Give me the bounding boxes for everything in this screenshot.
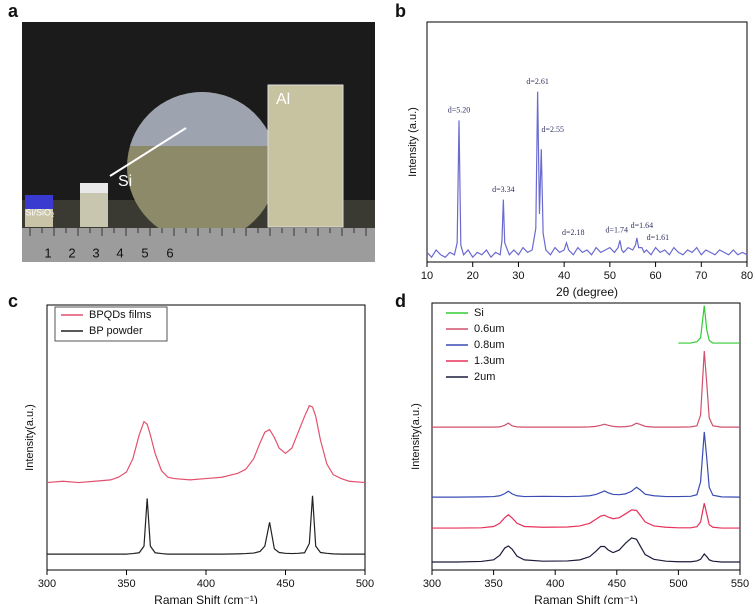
annotation: d=1.74 — [605, 226, 628, 235]
panel-label: d — [395, 291, 406, 311]
legend-label: Si — [474, 307, 484, 319]
data-line — [47, 495, 365, 555]
ruler-number: 3 — [92, 245, 99, 260]
x-tick-label: 350 — [117, 578, 135, 590]
y-axis-label: Intensity (a.u.) — [407, 107, 419, 177]
x-axis-label: Raman Shift (cm⁻¹) — [154, 593, 258, 604]
ruler-number: 2 — [68, 245, 75, 260]
annotation: d=1.64 — [631, 221, 654, 230]
data-line — [678, 305, 740, 344]
panel-label: c — [8, 291, 18, 311]
x-tick-label: 500 — [356, 578, 374, 590]
photo-label: Si/SiO₂ — [26, 207, 56, 217]
ruler-number: 1 — [44, 245, 51, 260]
x-tick-label: 30 — [512, 270, 524, 282]
ruler-ticks — [29, 228, 367, 236]
x-tick-label: 400 — [546, 578, 564, 590]
annotation: d=2.61 — [526, 77, 549, 86]
y-axis-label: Intensity(a.u.) — [410, 403, 422, 470]
plot-frame — [431, 302, 741, 571]
plot-frame — [426, 21, 748, 263]
annotation: d=2.55 — [541, 125, 564, 134]
x-tick-label: 300 — [423, 578, 441, 590]
legend-label: BPQDs films — [89, 309, 152, 321]
x-tick-label: 20 — [467, 270, 479, 282]
chip-si-top — [80, 183, 108, 193]
plot-frame — [46, 304, 366, 571]
x-tick-label: 400 — [197, 578, 215, 590]
legend-label: 0.8um — [474, 339, 505, 351]
x-tick-label: 80 — [741, 270, 753, 282]
data-line — [432, 431, 741, 498]
chip-oxide — [25, 195, 53, 209]
photo-label: Si — [118, 173, 132, 190]
y-axis-label: Intensity(a.u.) — [24, 404, 36, 471]
annotation: d=1.61 — [647, 233, 670, 242]
legend-label: BP powder — [89, 325, 143, 337]
legend-label: 0.6um — [474, 323, 505, 335]
x-tick-label: 450 — [276, 578, 294, 590]
x-tick-label: 10 — [421, 270, 433, 282]
legend-frame — [54, 306, 168, 342]
photo-label: Al — [276, 91, 290, 108]
x-tick-label: 550 — [731, 578, 749, 590]
x-tick-label: 50 — [604, 270, 616, 282]
data-line — [426, 91, 748, 259]
ruler-number: 4 — [116, 245, 123, 260]
ruler-number: 6 — [166, 245, 173, 260]
annotation: d=2.18 — [562, 228, 585, 237]
x-tick-label: 60 — [649, 270, 661, 282]
annotation: d=5.20 — [448, 106, 471, 115]
x-tick-label: 450 — [608, 578, 626, 590]
photo: Si/SiO₂ Si Al 1 2 3 4 5 6 a — [8, 1, 375, 262]
al-plate — [267, 84, 344, 228]
data-line — [432, 503, 740, 529]
x-axis-label: Raman Shift (cm⁻¹) — [534, 593, 638, 604]
legend-label: 1.3um — [474, 355, 505, 367]
ruler-number: 5 — [141, 245, 148, 260]
x-tick-label: 40 — [558, 270, 570, 282]
data-line — [432, 351, 740, 428]
x-tick-label: 500 — [669, 578, 687, 590]
x-tick-label: 300 — [38, 578, 56, 590]
pointer — [109, 127, 187, 177]
annotation: d=3.34 — [492, 185, 515, 194]
data-line — [432, 537, 740, 563]
x-tick-label: 70 — [695, 270, 707, 282]
x-tick-label: 350 — [484, 578, 502, 590]
x-axis-label: 2θ (degree) — [556, 285, 618, 299]
panel-label: b — [395, 1, 406, 21]
legend-label: 2um — [474, 371, 495, 383]
data-line — [46, 404, 366, 484]
panel-label: a — [8, 1, 19, 21]
